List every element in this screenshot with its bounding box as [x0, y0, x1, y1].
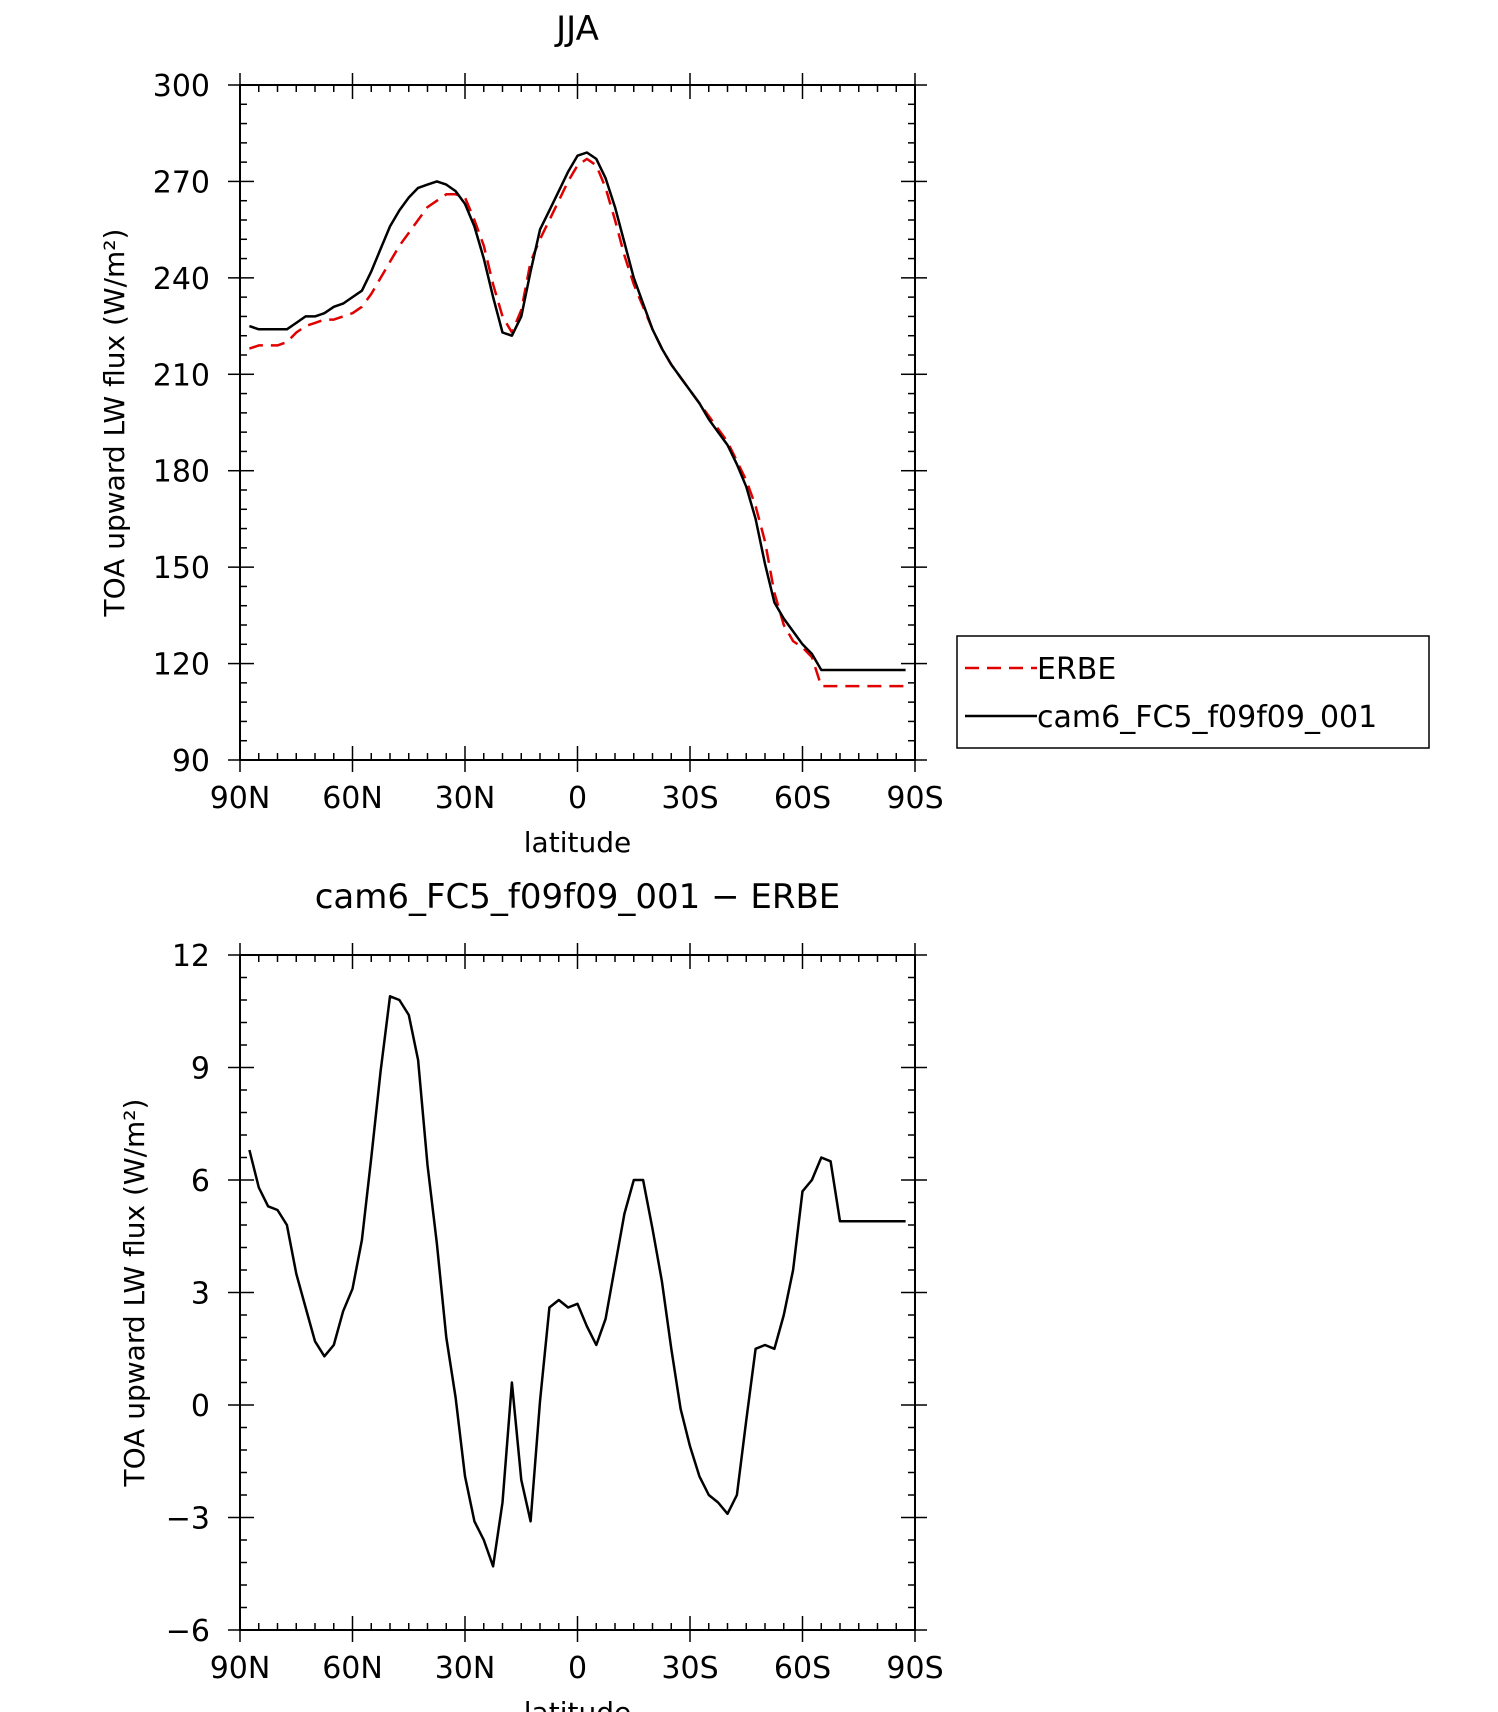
y-tick-label: −3	[166, 1502, 210, 1537]
legend-label: ERBE	[1037, 652, 1116, 687]
y-tick-label: 150	[153, 551, 210, 586]
chart-title: cam6_FC5_f09f09_001 − ERBE	[315, 877, 841, 917]
y-tick-label: 270	[153, 165, 210, 200]
y-axis-label: TOA upward LW flux (W/m²)	[98, 229, 131, 618]
y-tick-label: 6	[191, 1164, 210, 1199]
x-tick-label: 0	[568, 781, 587, 816]
y-tick-label: 3	[191, 1277, 210, 1312]
x-tick-label: 60S	[774, 781, 831, 816]
x-axis-label: latitude	[524, 1696, 631, 1712]
x-tick-label: 0	[568, 1651, 587, 1686]
y-tick-label: 120	[153, 648, 210, 683]
x-tick-label: 90N	[210, 1651, 271, 1686]
y-tick-label: 90	[172, 744, 210, 779]
x-tick-label: 30N	[435, 1651, 496, 1686]
y-tick-label: 240	[153, 262, 210, 297]
x-tick-label: 90N	[210, 781, 271, 816]
legend-box	[956, 635, 1430, 749]
x-tick-label: 60N	[322, 781, 383, 816]
series-line-difference	[248, 995, 906, 1568]
x-tick-label: 90S	[886, 781, 943, 816]
series-line-cam6-fc5-f09f09-001	[248, 151, 906, 672]
y-tick-label: −6	[166, 1614, 210, 1649]
x-tick-label: 90S	[886, 1651, 943, 1686]
plot-frame	[239, 954, 916, 1631]
series-line-erbe	[248, 157, 906, 688]
x-tick-label: 30S	[661, 1651, 718, 1686]
x-tick-label: 60S	[774, 1651, 831, 1686]
x-tick-label: 30N	[435, 781, 496, 816]
legend-label: cam6_FC5_f09f09_001	[1037, 700, 1377, 735]
y-tick-label: 180	[153, 455, 210, 490]
y-axis-label: TOA upward LW flux (W/m²)	[118, 1099, 151, 1488]
y-tick-label: 12	[172, 939, 210, 974]
y-tick-label: 0	[191, 1389, 210, 1424]
x-tick-label: 30S	[661, 781, 718, 816]
x-axis-label: latitude	[524, 826, 631, 859]
y-tick-label: 9	[191, 1052, 210, 1087]
x-tick-label: 60N	[322, 1651, 383, 1686]
chart-title: JJA	[554, 9, 599, 49]
y-tick-label: 210	[153, 358, 210, 393]
y-tick-label: 300	[153, 69, 210, 104]
